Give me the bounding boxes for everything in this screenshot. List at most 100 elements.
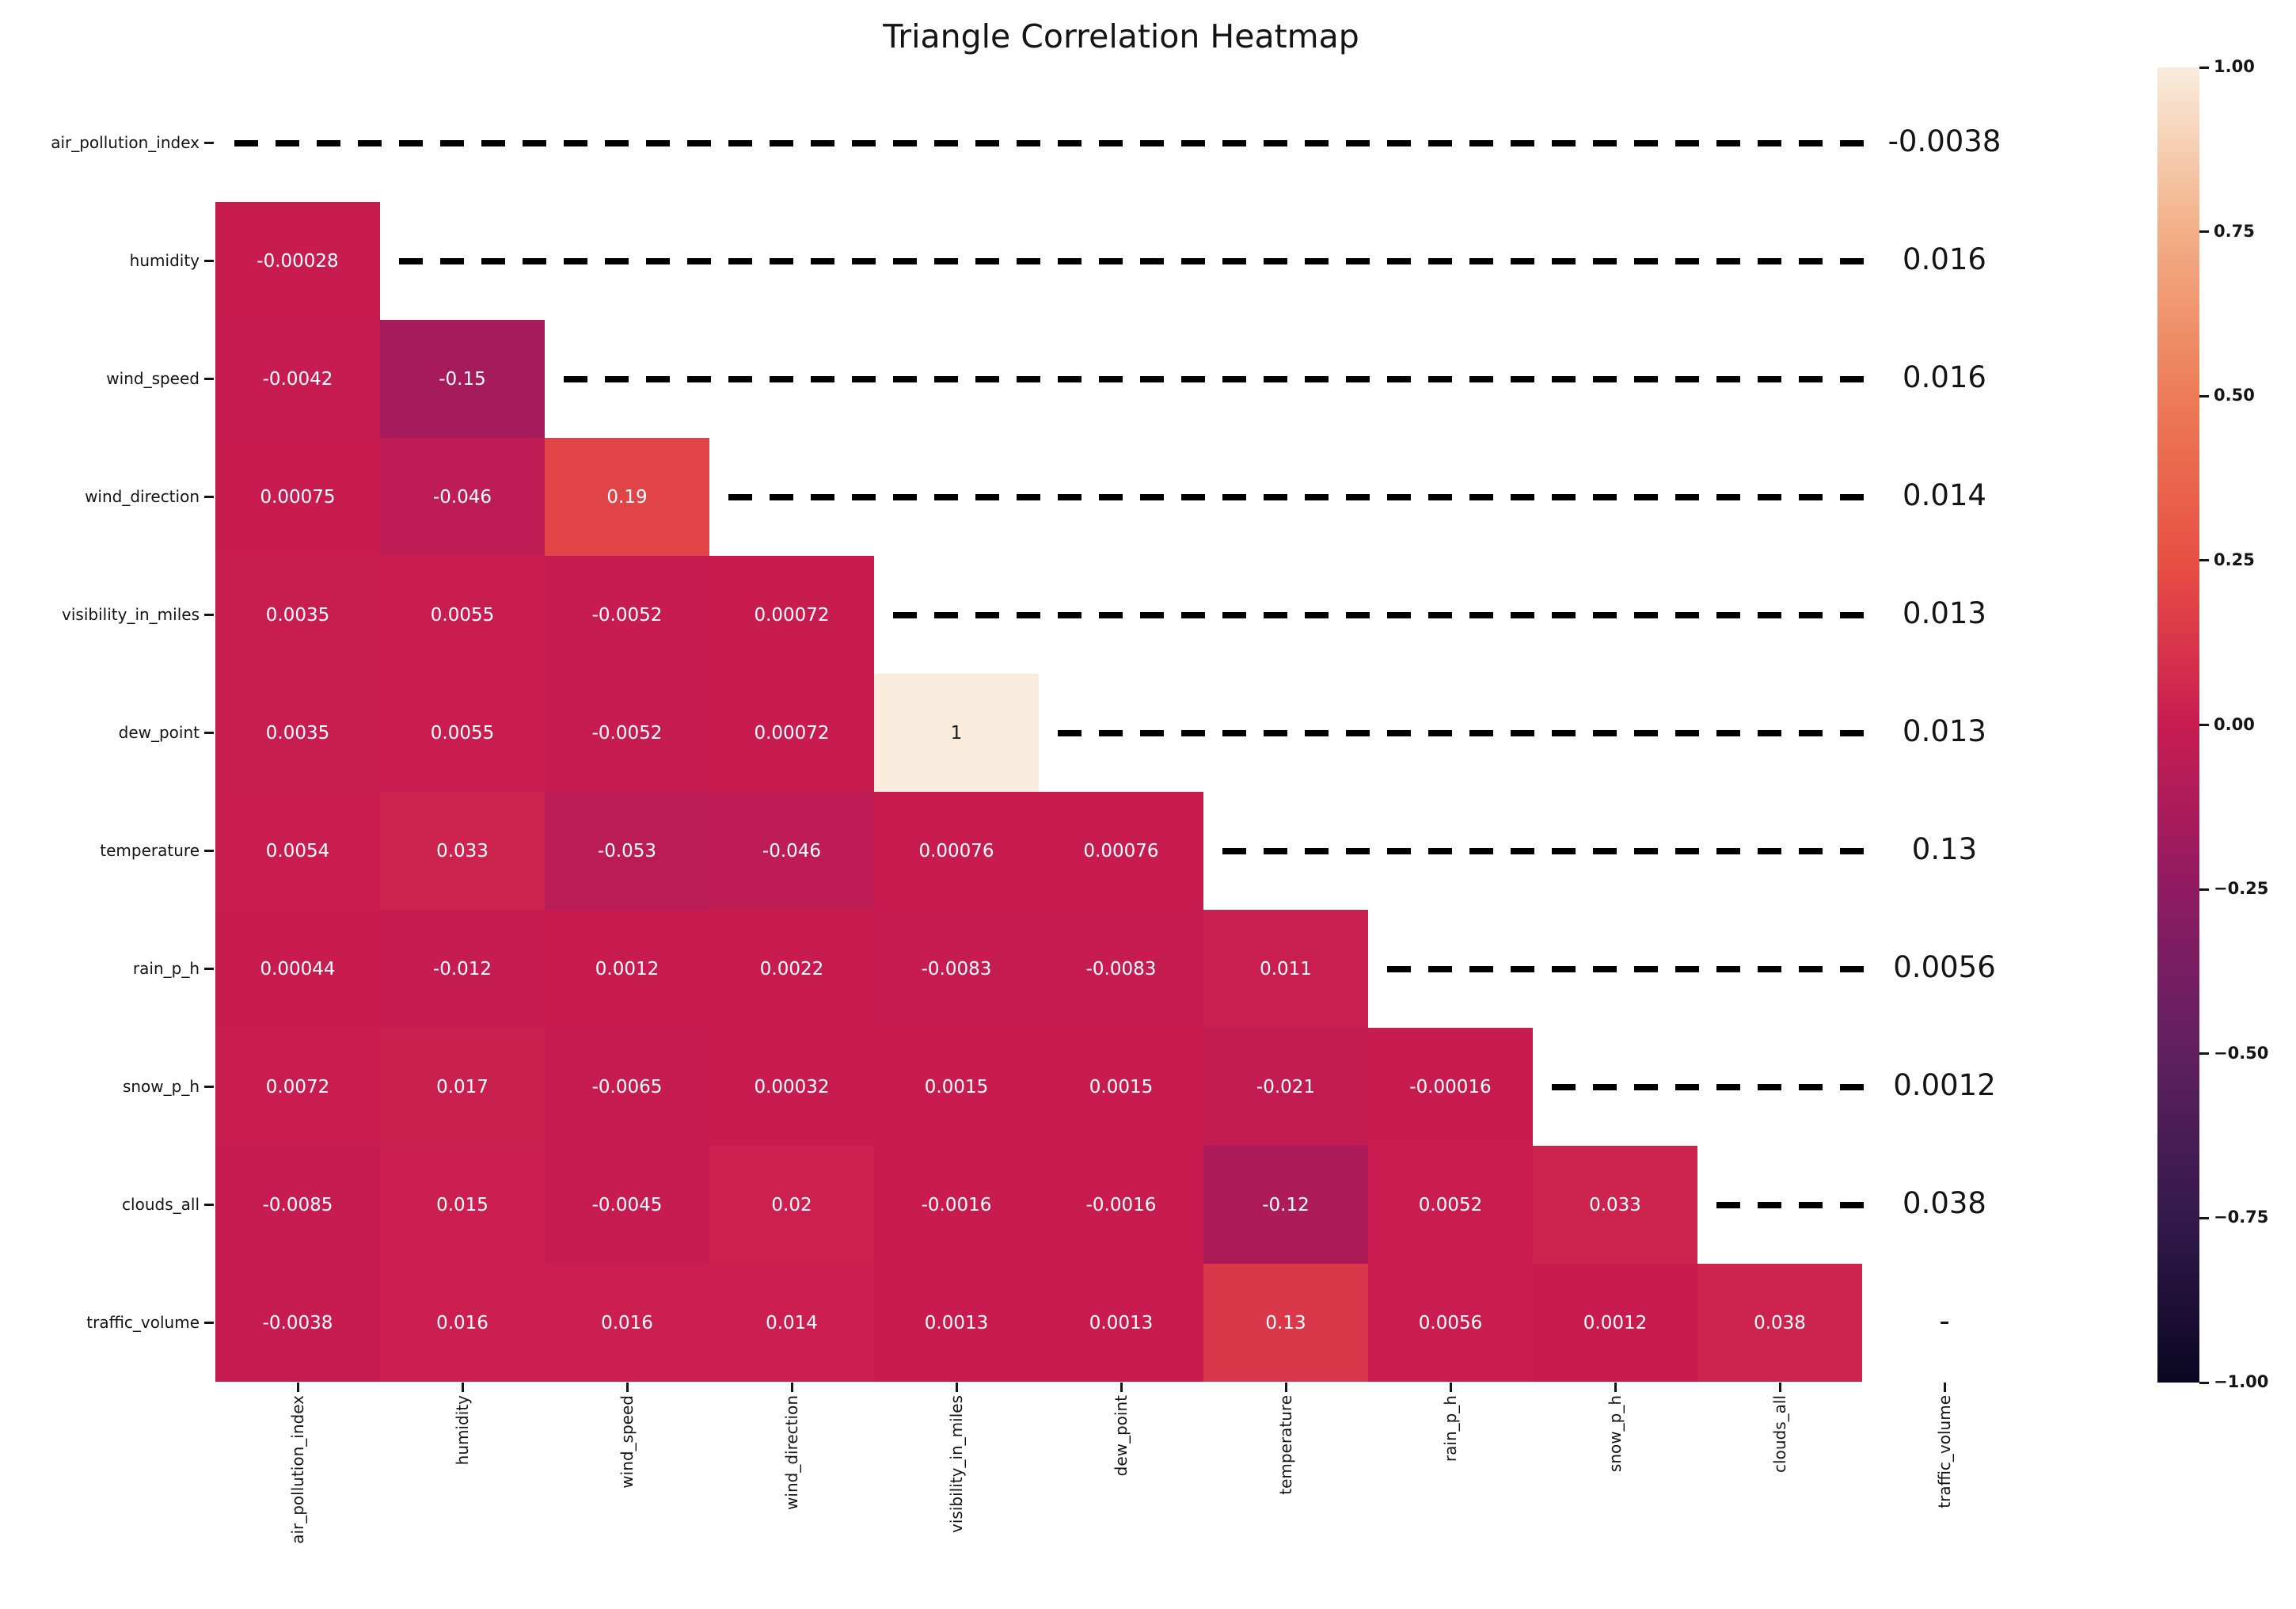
row-label: dew_point (118, 722, 200, 742)
x-label: visibility_in_miles (947, 1395, 966, 1533)
x-tick (1943, 1383, 1946, 1392)
cell-value: 0.0012 (595, 958, 660, 979)
heatmap-cell: -0.0065 (545, 1028, 709, 1146)
cell-value: 0.016 (436, 1312, 488, 1333)
heatmap-cell: 0.0012 (545, 910, 709, 1028)
cell-value: 0.0035 (265, 722, 330, 744)
y-tick (204, 850, 214, 852)
heatmap-cell: 0.0013 (1039, 1264, 1203, 1382)
cell-value: 0.00072 (754, 722, 830, 744)
y-tick (204, 614, 214, 616)
target-annotation: 0.014 (1903, 477, 1986, 512)
row-label: humidity (129, 250, 200, 270)
cell-value: 0.00032 (754, 1076, 830, 1097)
heatmap-cell: -0.0045 (545, 1146, 709, 1264)
colorbar-tick-label: 0.75 (2214, 221, 2255, 241)
colorbar (2157, 67, 2199, 1383)
colorbar-tick (2199, 1381, 2209, 1384)
heatmap-cell: -0.12 (1203, 1146, 1368, 1264)
cell-value: 0.13 (1265, 1312, 1306, 1333)
y-tick (204, 732, 214, 734)
cell-value: 0.017 (436, 1076, 488, 1097)
x-tick (1449, 1383, 1452, 1392)
x-label: air_pollution_index (288, 1395, 307, 1544)
heatmap-cell: 0.0013 (874, 1264, 1039, 1382)
cell-value: -0.0083 (1085, 958, 1157, 979)
dashed-line (399, 257, 1868, 264)
cell-value: 0.00044 (260, 958, 336, 979)
heatmap-cell: 0.00072 (709, 556, 874, 674)
heatmap-cell: -0.0083 (1039, 910, 1203, 1028)
cell-value: 0.0052 (1418, 1194, 1483, 1215)
colorbar-tick (2199, 66, 2209, 69)
heatmap-cell: -0.15 (380, 320, 545, 438)
heatmap-cell: -0.021 (1203, 1028, 1368, 1146)
heatmap-cell: -0.0052 (545, 674, 709, 792)
heatmap-cell: 0.00072 (709, 674, 874, 792)
colorbar-tick (2199, 1216, 2209, 1219)
cell-value: -0.012 (432, 958, 492, 979)
colorbar-tick-label: −1.00 (2214, 1372, 2269, 1391)
x-tick (790, 1383, 793, 1392)
heatmap-cell: -0.012 (380, 910, 545, 1028)
colorbar-tick-label: 0.50 (2214, 386, 2255, 405)
heatmap-cell: -0.0038 (215, 1264, 380, 1382)
cell-value: 0.0055 (430, 604, 495, 626)
dashed-line (1552, 1083, 1868, 1090)
heatmap-cell: -0.00028 (215, 202, 380, 320)
heatmap-cell: 0.017 (380, 1028, 545, 1146)
colorbar-tick-label: 1.00 (2214, 57, 2255, 76)
heatmap-cell: 0.00076 (1039, 792, 1203, 910)
heatmap-cell: -0.0016 (874, 1146, 1039, 1264)
cell-value: -0.046 (762, 840, 822, 862)
heatmap-cell: 0.0015 (1039, 1028, 1203, 1146)
y-tick (204, 378, 214, 380)
x-label: humidity (453, 1395, 472, 1466)
x-tick (1778, 1383, 1781, 1392)
colorbar-tick-label: −0.25 (2214, 879, 2269, 899)
heatmap-cell: 0.016 (380, 1264, 545, 1382)
y-tick (204, 1322, 214, 1324)
heatmap-cell: 0.19 (545, 438, 709, 556)
cell-value: 0.0013 (1089, 1312, 1154, 1333)
colorbar-tick (2199, 888, 2209, 891)
x-label: wind_speed (618, 1395, 637, 1489)
colorbar-tick-label: 0.00 (2214, 714, 2255, 734)
heatmap-cell: -0.0042 (215, 320, 380, 438)
target-annotation: 0.13 (1911, 831, 1978, 866)
row-label: wind_direction (85, 486, 200, 506)
dashed-line (1058, 729, 1868, 736)
cell-value: -0.00028 (257, 250, 339, 272)
row-label: temperature (100, 840, 200, 860)
x-tick (955, 1383, 958, 1392)
cell-value: -0.0042 (262, 368, 333, 390)
y-tick (204, 260, 214, 262)
heatmap-cell: 0.0072 (215, 1028, 380, 1146)
cell-value: 0.033 (1589, 1194, 1641, 1215)
x-label: snow_p_h (1606, 1395, 1625, 1473)
row-label: visibility_in_miles (62, 604, 200, 624)
heatmap-cell: 0.0054 (215, 792, 380, 910)
heatmap-cell: -0.0016 (1039, 1146, 1203, 1264)
heatmap-cell: -0.0052 (545, 556, 709, 674)
dashed-line (728, 493, 1868, 500)
y-tick (204, 1204, 214, 1206)
cell-value: -0.0016 (1085, 1194, 1157, 1215)
colorbar-tick (2199, 1052, 2209, 1056)
row-label: snow_p_h (122, 1076, 200, 1096)
heatmap-cell: -0.046 (380, 438, 545, 556)
cell-value: 0.00072 (754, 604, 830, 626)
cell-value: 0.0054 (265, 840, 330, 862)
y-tick (204, 496, 214, 498)
heatmap-cell: -0.046 (709, 792, 874, 910)
heatmap-cell: 0.0035 (215, 674, 380, 792)
row-label: air_pollution_index (51, 132, 200, 152)
cell-value: 0.038 (1754, 1312, 1806, 1333)
target-annotation: 0.013 (1903, 595, 1986, 630)
heatmap-cell: 0.038 (1697, 1264, 1862, 1382)
cell-value: 0.0022 (759, 958, 824, 979)
y-tick (204, 968, 214, 970)
heatmap-cell: 0.0035 (215, 556, 380, 674)
x-tick (1119, 1383, 1123, 1392)
cell-value: 0.015 (436, 1194, 488, 1215)
